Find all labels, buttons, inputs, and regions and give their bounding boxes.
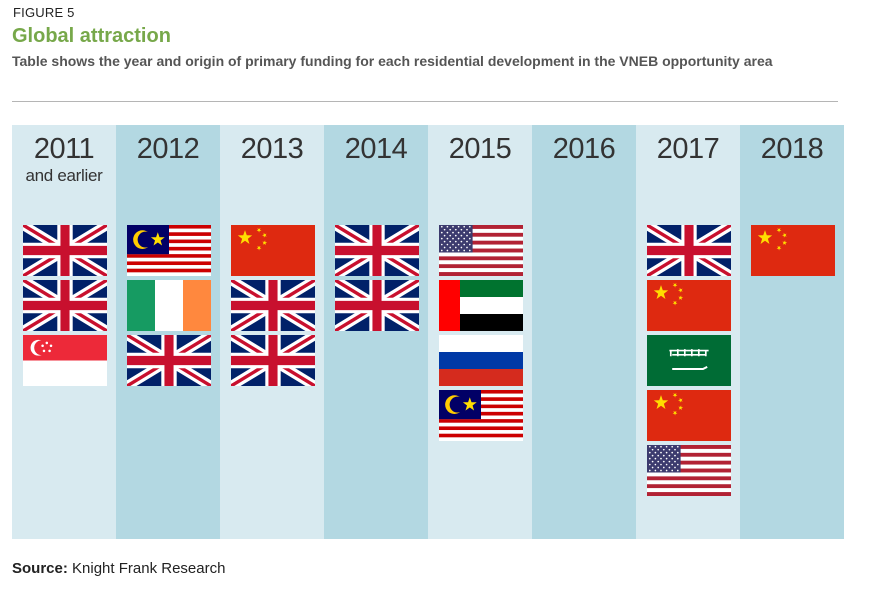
united-kingdom-flag-icon (647, 225, 731, 276)
year-label-2017: 2017 (656, 133, 720, 165)
united-kingdom-flag-icon (127, 335, 211, 386)
singapore-flag-icon (23, 335, 107, 386)
chart-title: Global attraction (12, 25, 171, 47)
year-label-2018: 2018 (760, 133, 824, 165)
united-arab-emirates-flag-icon (439, 280, 523, 331)
saudi-arabia-flag-icon (647, 335, 731, 386)
source-label: Source: (12, 560, 68, 577)
year-column-2017: 2017 (636, 125, 740, 539)
funding-table: 2011 and earlier 2012 2013 2014 2015 2016 2017 2… (12, 125, 844, 539)
year-label-2013: 2013 (240, 133, 304, 165)
year-label-2016: 2016 (552, 133, 616, 165)
united-kingdom-flag-icon (23, 225, 107, 276)
year-column-2015: 2015 (428, 125, 532, 539)
title-divider (12, 101, 838, 102)
china-flag-icon (647, 280, 731, 331)
year-column-2018: 2018 (740, 125, 844, 539)
year-column-2016: 2016 (532, 125, 636, 539)
united-kingdom-flag-icon (335, 225, 419, 276)
malaysia-flag-icon (439, 390, 523, 441)
china-flag-icon (231, 225, 315, 276)
malaysia-flag-icon (127, 225, 211, 276)
russia-flag-icon (439, 335, 523, 386)
chart-subtitle: Table shows the year and origin of prima… (12, 53, 773, 69)
source-note: Source: Knight Frank Research (12, 560, 225, 577)
china-flag-icon (751, 225, 835, 276)
united-kingdom-flag-icon (231, 335, 315, 386)
united-kingdom-flag-icon (231, 280, 315, 331)
year-label-2012: 2012 (136, 133, 200, 165)
united-kingdom-flag-icon (23, 280, 107, 331)
year-column-2012: 2012 (116, 125, 220, 539)
year-label-2011: 2011 (33, 133, 95, 165)
year-column-2014: 2014 (324, 125, 428, 539)
year-note-2011: and earlier (25, 166, 103, 185)
china-flag-icon (647, 390, 731, 441)
ireland-flag-icon (127, 280, 211, 331)
united-states-flag-icon (439, 225, 523, 276)
year-column-2013: 2013 (220, 125, 324, 539)
figure-label: FIGURE 5 (13, 5, 75, 20)
source-text: Knight Frank Research (72, 560, 226, 577)
year-column-2011: 2011 and earlier (12, 125, 116, 539)
united-kingdom-flag-icon (335, 280, 419, 331)
united-states-flag-icon (647, 445, 731, 496)
year-label-2014: 2014 (344, 133, 408, 165)
year-label-2015: 2015 (448, 133, 512, 165)
